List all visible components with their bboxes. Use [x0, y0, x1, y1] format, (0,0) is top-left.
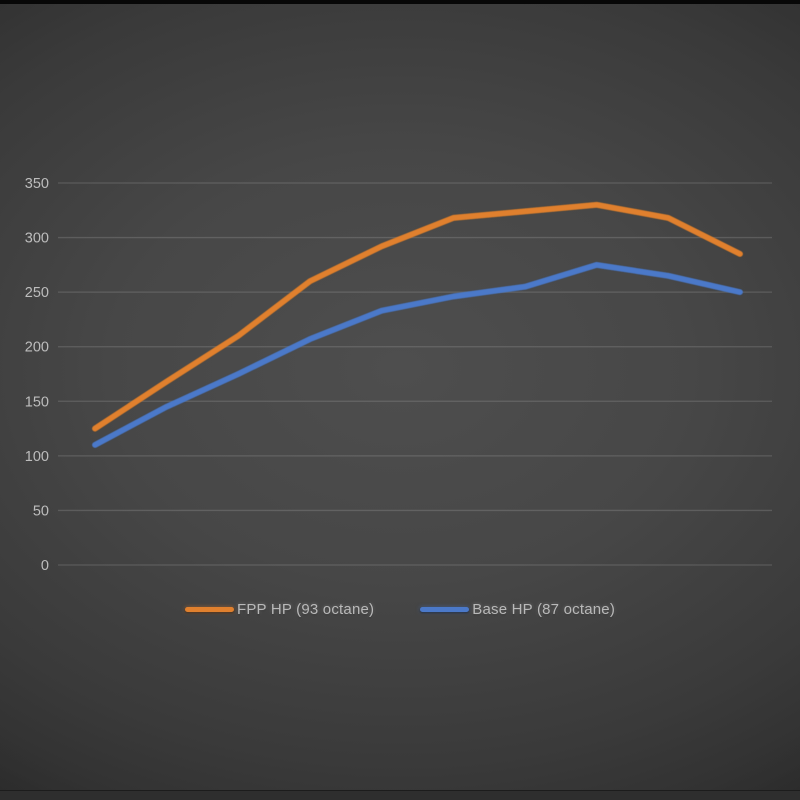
y-axis-tick-label-300: 300: [25, 231, 49, 247]
bottom-strip: [0, 790, 800, 800]
y-axis-tick-label-250: 250: [25, 285, 49, 301]
y-axis-tick-labels: 0 50 100 150 200 250 300 350: [25, 176, 49, 574]
legend-item-fpp-hp: FPP HP (93 octane): [184, 600, 375, 618]
legend: FPP HP (93 octane) Base HP (87 octane): [0, 594, 800, 624]
legend-item-base-hp: Base HP (87 octane): [420, 601, 615, 618]
y-axis-tick-label-350: 350: [25, 176, 49, 192]
y-axis-tick-label-150: 150: [25, 394, 49, 410]
y-axis-tick-label-100: 100: [25, 449, 49, 465]
series-lines: [92, 202, 743, 448]
base-hp-legend-label: Base HP (87 octane): [472, 600, 616, 618]
fpp-hp-legend-label: FPP HP (93 octane): [236, 600, 375, 618]
y-axis-tick-label-200: 200: [25, 340, 49, 356]
y-axis-tick-label-0: 0: [41, 558, 49, 574]
fpp-hp-line-swatch: [184, 606, 234, 612]
y-axis-tick-label-50: 50: [33, 503, 49, 519]
gridlines: [58, 182, 772, 566]
base-hp-line-swatch: [420, 606, 470, 612]
